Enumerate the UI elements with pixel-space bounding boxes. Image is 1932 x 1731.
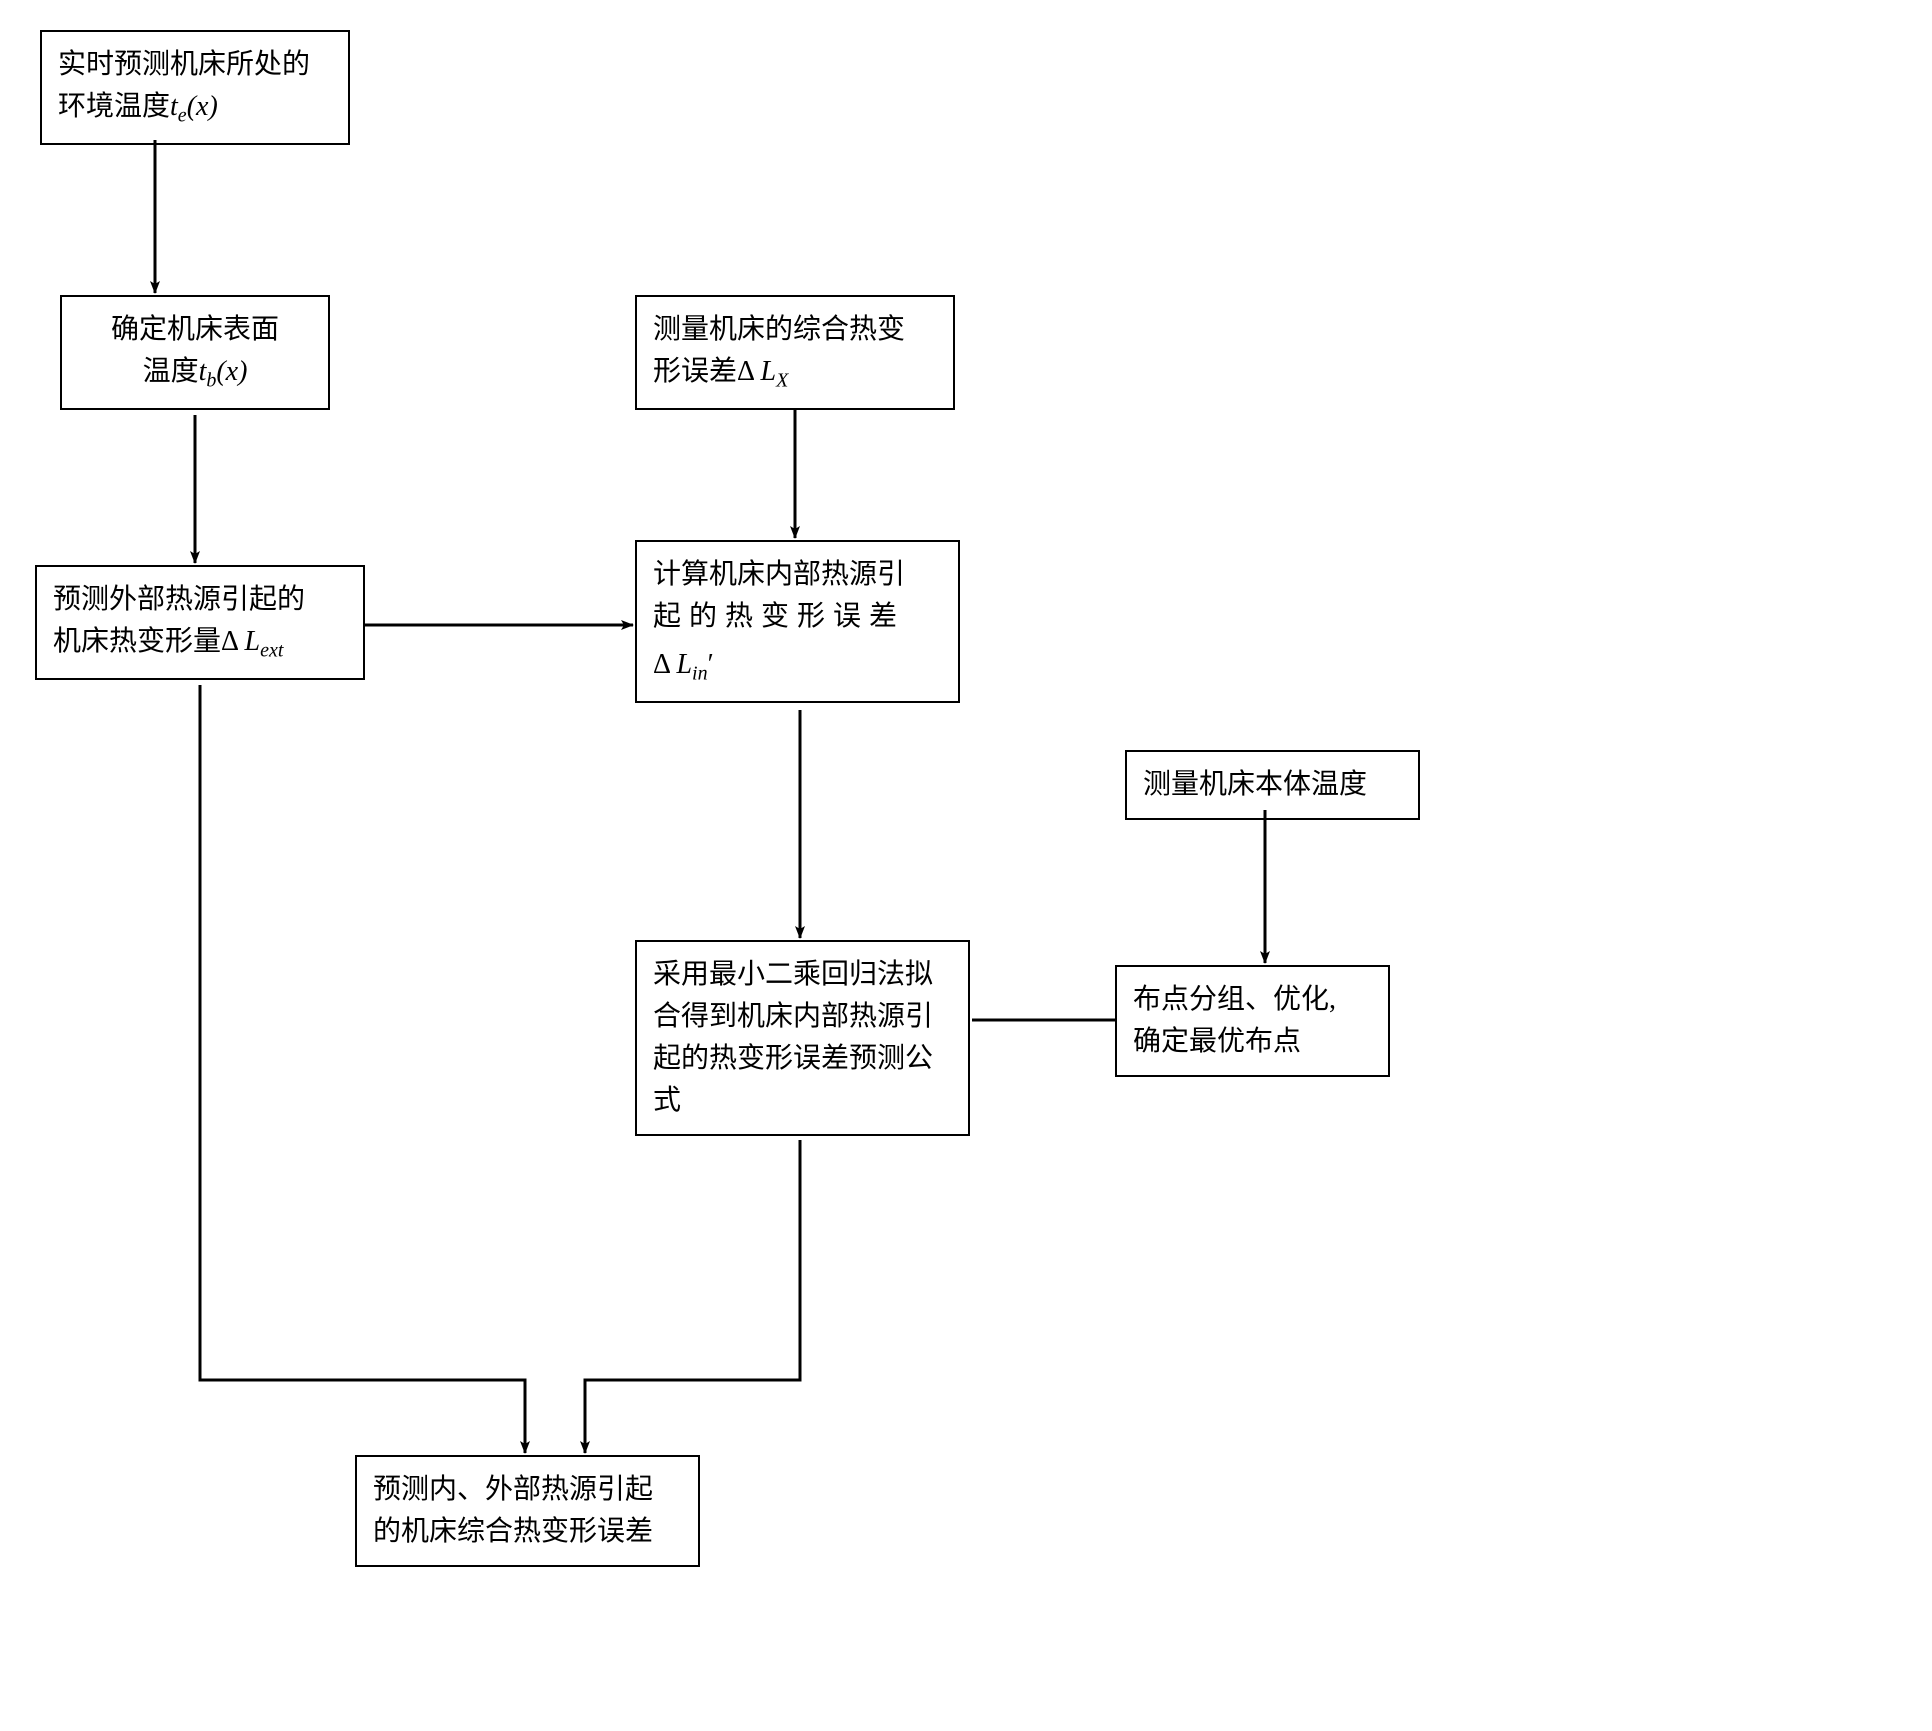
node-surface-temp: 确定机床表面 温度tb(x)	[60, 295, 330, 410]
node-label: 预测外部热源引起的	[53, 579, 347, 621]
node-label: 式	[653, 1080, 952, 1122]
node-body-temp: 测量机床本体温度	[1125, 750, 1420, 820]
node-label: 起的热变形误差预测公	[653, 1038, 952, 1080]
node-env-temp: 实时预测机床所处的 环境温度te(x)	[40, 30, 350, 145]
node-label: 采用最小二乘回归法拟	[653, 954, 952, 996]
node-label: 实时预测机床所处的	[58, 44, 332, 86]
node-label: 起的热变形误差	[653, 596, 942, 638]
node-predict-combined: 预测内、外部热源引起 的机床综合热变形误差	[355, 1455, 700, 1567]
node-combined-error: 测量机床的综合热变 形误差Δ LX	[635, 295, 955, 410]
node-label: 测量机床的综合热变	[653, 309, 937, 351]
node-label: 温度tb(x)	[78, 351, 312, 396]
node-label: 的机床综合热变形误差	[373, 1511, 682, 1553]
node-layout-optimize: 布点分组、优化, 确定最优布点	[1115, 965, 1390, 1077]
node-label: 机床热变形量Δ Lext	[53, 621, 347, 666]
node-internal-error: 计算机床内部热源引 起的热变形误差 Δ Lin′	[635, 540, 960, 703]
node-label: 确定机床表面	[78, 309, 312, 351]
node-label: 环境温度te(x)	[58, 86, 332, 131]
node-label: 形误差Δ LX	[653, 351, 937, 396]
node-label: 测量机床本体温度	[1143, 764, 1402, 806]
node-label: 预测内、外部热源引起	[373, 1469, 682, 1511]
node-label: 合得到机床内部热源引	[653, 996, 952, 1038]
node-least-squares: 采用最小二乘回归法拟 合得到机床内部热源引 起的热变形误差预测公 式	[635, 940, 970, 1136]
node-label: Δ Lin′	[653, 644, 942, 689]
node-label: 计算机床内部热源引	[653, 554, 942, 596]
flowchart-edges	[0, 0, 1932, 1731]
node-label: 确定最优布点	[1133, 1021, 1372, 1063]
node-label: 布点分组、优化,	[1133, 979, 1372, 1021]
node-ext-deform: 预测外部热源引起的 机床热变形量Δ Lext	[35, 565, 365, 680]
